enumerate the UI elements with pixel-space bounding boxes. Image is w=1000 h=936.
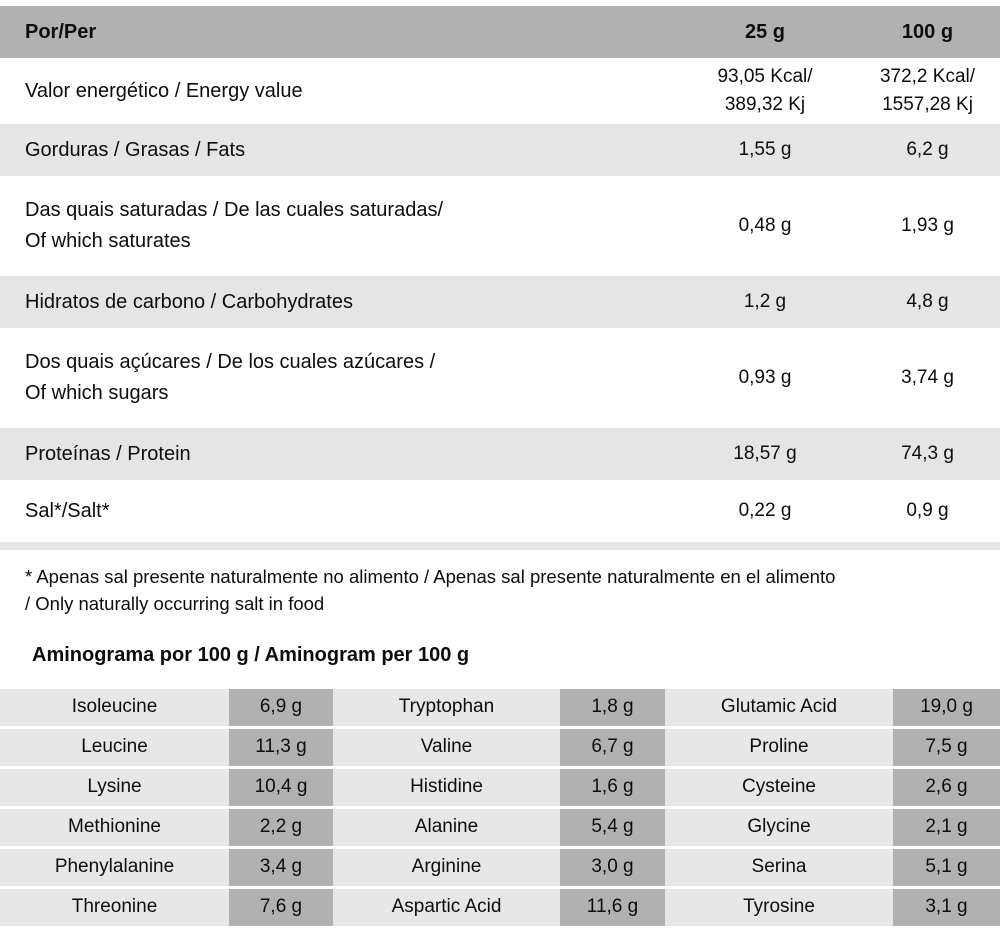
amino-name-cell: Lysine xyxy=(0,768,229,806)
amino-value-cell: 2,1 g xyxy=(893,808,1000,846)
value-per-100g: 6,2 g xyxy=(906,139,949,161)
amino-value-cell: 11,3 g xyxy=(229,728,333,766)
value-per-25g: 18,57 g xyxy=(733,443,797,465)
value-per-100g: 372,2 Kcal/ 1557,28 Kj xyxy=(879,66,976,115)
value-per-100g: 74,3 g xyxy=(901,443,954,465)
amino-name-cell: Aspartic Acid xyxy=(333,888,560,926)
row-label: Valor energético / Energy value xyxy=(25,79,303,102)
amino-name-cell: Histidine xyxy=(333,768,560,806)
row-label: Proteínas / Protein xyxy=(25,442,191,465)
amino-value-cell: 11,6 g xyxy=(560,888,665,926)
amino-value-cell: 1,8 g xyxy=(560,688,665,726)
amino-value-cell: 3,1 g xyxy=(893,888,1000,926)
nutrition-table-header-row: Por/Per 25 g 100 g xyxy=(0,6,1000,58)
amino-name-cell: Methionine xyxy=(0,808,229,846)
value-per-100g: 0,9 g xyxy=(906,500,949,522)
amino-name-cell: Cysteine xyxy=(665,768,893,806)
value-per-25g: 0,22 g xyxy=(738,500,792,522)
amino-name-cell: Glutamic Acid xyxy=(665,688,893,726)
value-per-25g: 0,93 g xyxy=(738,367,792,389)
amino-name-cell: Glycine xyxy=(665,808,893,846)
amino-value-cell: 6,7 g xyxy=(560,728,665,766)
amino-value-cell: 7,5 g xyxy=(893,728,1000,766)
nutrition-label-page: Por/Per 25 g 100 g Valor energético / En… xyxy=(0,6,1000,936)
amino-value-cell: 5,4 g xyxy=(560,808,665,846)
aminogram-table: Isoleucine 6,9 g Tryptophan 1,8 g Glutam… xyxy=(0,688,1000,926)
amino-name-cell: Phenylalanine xyxy=(0,848,229,886)
amino-value-cell: 19,0 g xyxy=(893,688,1000,726)
value-per-25g: 93,05 Kcal/ 389,32 Kj xyxy=(717,66,813,115)
amino-name-cell: Alanine xyxy=(333,808,560,846)
value-per-25g: 0,48 g xyxy=(738,215,792,237)
row-label: Sal*/Salt* xyxy=(25,499,110,522)
amino-name-cell: Isoleucine xyxy=(0,688,229,726)
table-row-saturates: Das quais saturadas / De las cuales satu… xyxy=(0,176,1000,276)
value-per-25g: 1,2 g xyxy=(743,291,787,313)
value-per-100g: 4,8 g xyxy=(906,291,949,313)
table-row-energy: Valor energético / Energy value 93,05 Kc… xyxy=(0,58,1000,124)
amino-value-cell: 6,9 g xyxy=(229,688,333,726)
amino-value-cell: 5,1 g xyxy=(893,848,1000,886)
row-label: Gorduras / Grasas / Fats xyxy=(25,138,246,161)
amino-name-cell: Valine xyxy=(333,728,560,766)
aminogram-heading: Aminograma por 100 g / Aminogram per 100… xyxy=(32,643,470,666)
amino-name-cell: Leucine xyxy=(0,728,229,766)
row-label: Dos quais açúcares / De los cuales azúca… xyxy=(25,351,436,404)
table-row-sugars: Dos quais açúcares / De los cuales azúca… xyxy=(0,328,1000,428)
amino-value-cell: 1,6 g xyxy=(560,768,665,806)
amino-value-cell: 3,4 g xyxy=(229,848,333,886)
amino-name-cell: Serina xyxy=(665,848,893,886)
header-col-100g: 100 g xyxy=(901,20,954,43)
amino-name-cell: Threonine xyxy=(0,888,229,926)
header-per-label: Por/Per xyxy=(25,20,97,43)
amino-value-cell: 2,6 g xyxy=(893,768,1000,806)
amino-name-cell: Tyrosine xyxy=(665,888,893,926)
amino-value-cell: 10,4 g xyxy=(229,768,333,806)
value-per-25g: 1,55 g xyxy=(738,139,792,161)
nutrition-table: Por/Per 25 g 100 g Valor energético / En… xyxy=(0,6,1000,542)
row-label: Das quais saturadas / De las cuales satu… xyxy=(25,199,443,252)
amino-value-cell: 7,6 g xyxy=(229,888,333,926)
value-per-100g: 1,93 g xyxy=(901,215,954,237)
table-bottom-divider xyxy=(0,542,1000,550)
table-row-protein: Proteínas / Protein 18,57 g 74,3 g xyxy=(0,428,1000,480)
table-row-carbohydrates: Hidratos de carbono / Carbohydrates 1,2 … xyxy=(0,276,1000,328)
table-row-salt: Sal*/Salt* 0,22 g 0,9 g xyxy=(0,480,1000,542)
amino-value-cell: 2,2 g xyxy=(229,808,333,846)
amino-name-cell: Arginine xyxy=(333,848,560,886)
value-per-100g: 3,74 g xyxy=(901,367,954,389)
amino-name-cell: Proline xyxy=(665,728,893,766)
row-label: Hidratos de carbono / Carbohydrates xyxy=(25,290,353,313)
amino-value-cell: 3,0 g xyxy=(560,848,665,886)
table-row-fats: Gorduras / Grasas / Fats 1,55 g 6,2 g xyxy=(0,124,1000,176)
salt-footnote: * Apenas sal presente naturalmente no al… xyxy=(25,566,836,614)
amino-name-cell: Tryptophan xyxy=(333,688,560,726)
header-col-25g: 25 g xyxy=(744,20,786,43)
